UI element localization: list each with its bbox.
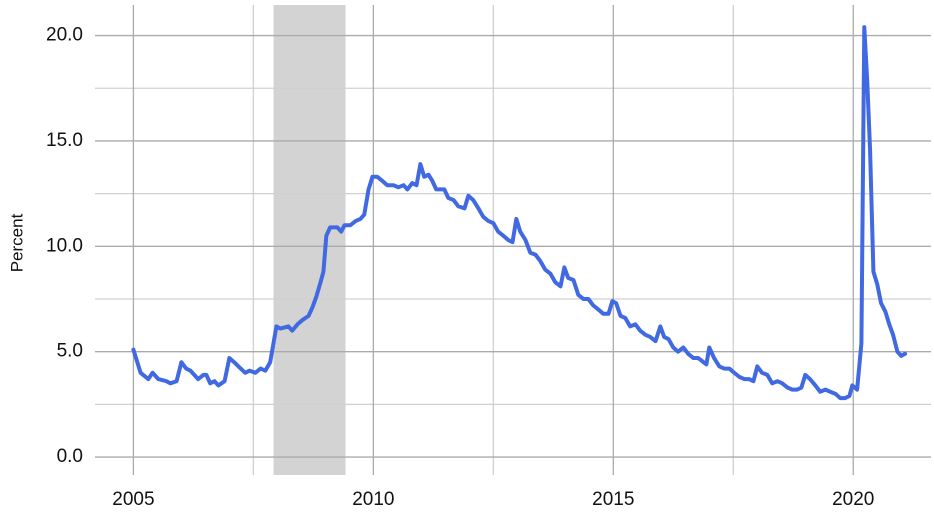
y-tick-label: 10.0 xyxy=(46,235,83,256)
y-axis-label: Percent xyxy=(7,213,26,272)
x-tick-label: 2005 xyxy=(112,489,154,510)
x-tick-label: 2020 xyxy=(832,489,874,510)
y-tick-label: 5.0 xyxy=(57,341,83,362)
recession-shade xyxy=(273,5,346,475)
y-tick-label: 15.0 xyxy=(46,130,83,151)
y-tick-label: 20.0 xyxy=(46,25,83,46)
x-tick-label: 2010 xyxy=(352,489,394,510)
y-tick-label: 0.0 xyxy=(57,446,83,467)
data-line xyxy=(131,25,908,401)
x-tick-label: 2015 xyxy=(592,489,634,510)
